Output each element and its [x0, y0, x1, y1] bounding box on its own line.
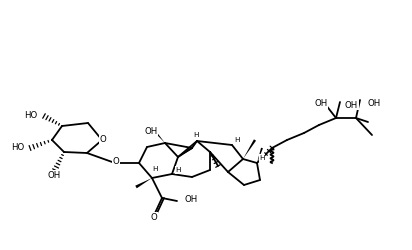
Text: O: O — [100, 134, 106, 143]
Text: OH: OH — [314, 100, 328, 108]
Text: OH: OH — [368, 98, 381, 108]
Polygon shape — [257, 148, 263, 163]
Text: H: H — [259, 155, 265, 161]
Text: H: H — [193, 132, 199, 138]
Text: H: H — [175, 167, 181, 173]
Text: HO: HO — [24, 110, 37, 120]
Text: OH: OH — [47, 170, 61, 179]
Polygon shape — [151, 127, 165, 143]
Text: H: H — [234, 137, 240, 143]
Polygon shape — [135, 178, 152, 188]
Text: OH: OH — [345, 100, 358, 110]
Polygon shape — [178, 147, 192, 157]
Text: O: O — [112, 158, 119, 166]
Text: O: O — [151, 212, 157, 222]
Text: OH: OH — [185, 196, 198, 204]
Text: H: H — [152, 166, 158, 172]
Polygon shape — [243, 139, 256, 159]
Text: HO: HO — [11, 142, 24, 152]
Text: OH: OH — [144, 128, 158, 136]
